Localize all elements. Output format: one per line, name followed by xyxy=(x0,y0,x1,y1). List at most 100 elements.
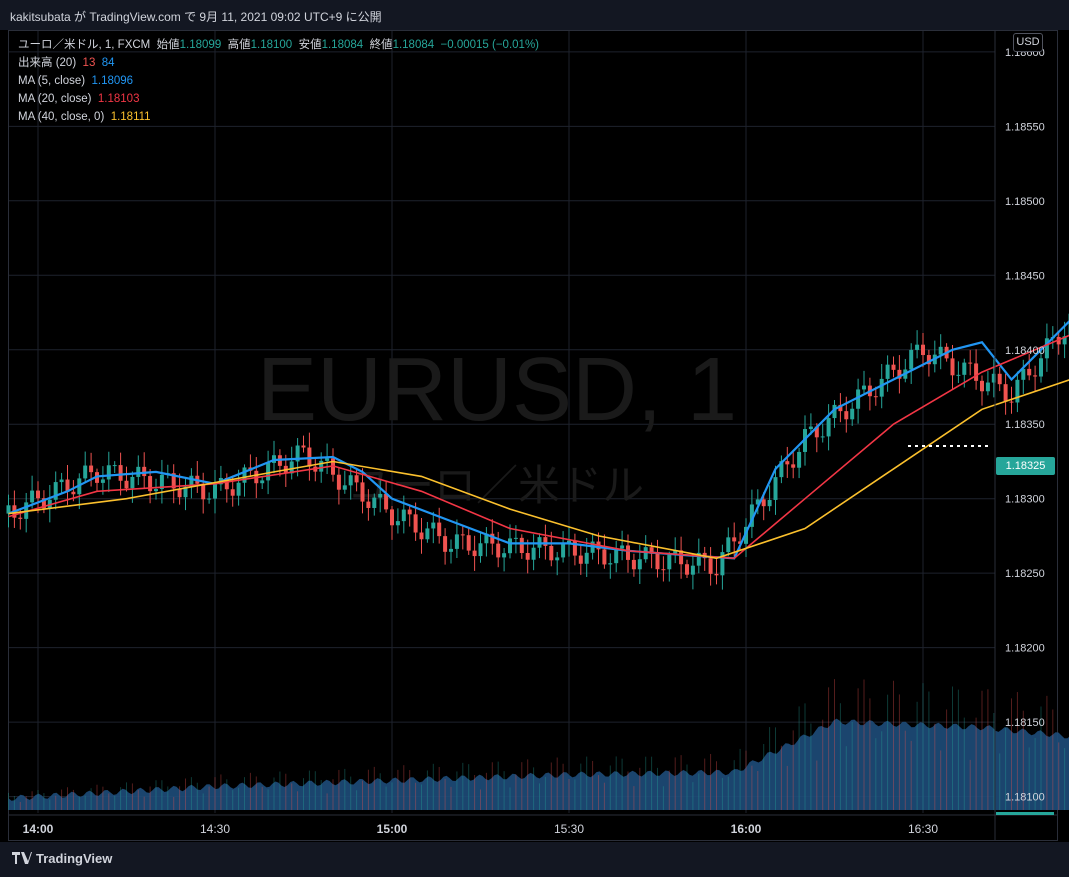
y-tick-label: 1.18150 xyxy=(1005,717,1045,729)
ma-line-5[interactable] xyxy=(8,208,1069,560)
candle-body xyxy=(443,536,448,552)
candle-body xyxy=(791,464,796,468)
volume-bars xyxy=(8,679,1066,810)
candle-body xyxy=(873,396,878,398)
chart-frame[interactable] xyxy=(8,30,1058,841)
candle-body xyxy=(732,537,737,542)
volume-value-2: 84 xyxy=(101,57,115,69)
candle-body xyxy=(260,480,265,484)
candle-body xyxy=(921,344,925,356)
y-tick-label: 1.18100 xyxy=(1005,792,1045,804)
candle-body xyxy=(508,538,512,554)
volume-level-marker xyxy=(996,812,1054,815)
candle-body xyxy=(968,362,973,364)
x-tick-label: 14:30 xyxy=(200,822,230,836)
y-tick-label: 1.18550 xyxy=(1005,121,1045,133)
candle-body xyxy=(201,483,206,500)
candle-body xyxy=(1015,379,1020,403)
candle-body xyxy=(1021,368,1026,380)
candle-body xyxy=(543,537,548,546)
candle-body xyxy=(213,484,217,499)
candle-body xyxy=(608,563,613,565)
legend-ohlc-row[interactable]: ユーロ／米ドル, 1, FXCM 始値1.18099 高値1.18100 安値1… xyxy=(18,36,539,54)
candle-body xyxy=(484,533,489,544)
candle-body xyxy=(1009,401,1014,403)
candle-body xyxy=(395,521,400,526)
candle-body xyxy=(171,473,176,489)
chart-legend: ユーロ／米ドル, 1, FXCM 始値1.18099 高値1.18100 安値1… xyxy=(18,36,539,126)
candle-body xyxy=(466,535,471,551)
candle-body xyxy=(685,564,689,575)
candle-body xyxy=(862,385,866,390)
candle-body xyxy=(838,404,843,412)
candle-body xyxy=(1003,384,1008,402)
tradingview-brand[interactable]: TradingView xyxy=(12,851,112,867)
ma-line-40[interactable] xyxy=(8,231,1069,560)
change-value: −0.00015 (−0.01%) xyxy=(440,39,539,51)
candle-body xyxy=(401,509,406,522)
low-value: 1.18084 xyxy=(321,39,364,51)
symbol-label[interactable]: ユーロ／米ドル, 1, FXCM xyxy=(18,39,151,51)
candle-body xyxy=(720,552,725,576)
candle-body xyxy=(53,482,58,500)
high-label: 高値 xyxy=(227,39,251,51)
candle-body xyxy=(991,373,996,383)
candle-body xyxy=(1027,368,1032,376)
candle-body xyxy=(655,553,660,570)
candle-body xyxy=(189,475,194,487)
candle-body xyxy=(41,498,46,509)
candle-body xyxy=(301,445,306,448)
candle-body xyxy=(620,545,625,549)
candle-body xyxy=(242,467,247,483)
y-tick-label: 1.18400 xyxy=(1005,345,1045,357)
candle-body xyxy=(142,466,147,477)
ma-line-20[interactable] xyxy=(8,228,1069,560)
candle-body xyxy=(118,465,123,481)
y-tick-label: 1.18500 xyxy=(1005,196,1045,208)
candle-body xyxy=(130,476,135,489)
candle-body xyxy=(124,480,129,489)
watermark-symbol: EURUSD, 1 xyxy=(257,340,737,440)
candle-body xyxy=(384,493,389,510)
candle-body xyxy=(236,482,241,496)
open-label: 始値 xyxy=(156,39,180,51)
candle-body xyxy=(65,479,70,492)
candle-body xyxy=(360,482,365,502)
candle-body xyxy=(148,476,153,492)
candle-body xyxy=(390,509,394,526)
candle-body xyxy=(985,382,990,392)
legend-ma20-row[interactable]: MA (20, close) 1.18103 xyxy=(18,90,539,108)
candle-body xyxy=(6,505,11,514)
brand-label: TradingView xyxy=(36,851,113,866)
candle-body xyxy=(626,545,630,560)
candle-body xyxy=(891,364,896,370)
candle-body xyxy=(832,404,837,419)
candle-body xyxy=(738,541,743,544)
candle-body xyxy=(437,522,442,537)
candle-body xyxy=(614,548,619,564)
y-tick-label: 1.18200 xyxy=(1005,643,1045,655)
candle-body xyxy=(531,547,536,560)
legend-ma40-row[interactable]: MA (40, close, 0) 1.18111 xyxy=(18,108,539,126)
candle-body xyxy=(1033,375,1038,377)
candle-body xyxy=(567,540,571,543)
bottom-bar xyxy=(0,842,1069,877)
high-value: 1.18100 xyxy=(250,39,293,51)
ma20-value: 1.18103 xyxy=(97,93,140,105)
y-tick-label: 1.18250 xyxy=(1005,568,1045,580)
legend-volume-row[interactable]: 出来高 (20) 13 84 xyxy=(18,54,539,72)
candle-body xyxy=(690,565,695,575)
legend-ma5-row[interactable]: MA (5, close) 1.18096 xyxy=(18,72,539,90)
candle-body xyxy=(755,499,760,505)
y-tick-label: 1.18300 xyxy=(1005,494,1045,506)
candle-body xyxy=(366,501,371,508)
candle-body xyxy=(431,522,436,529)
candle-body xyxy=(342,485,347,490)
currency-button[interactable]: USD xyxy=(1013,33,1043,52)
x-tick-label: 15:00 xyxy=(377,822,408,836)
candle-body xyxy=(909,349,914,370)
candle-body xyxy=(413,514,418,533)
candle-body xyxy=(372,497,377,508)
candle-body xyxy=(997,373,1002,385)
